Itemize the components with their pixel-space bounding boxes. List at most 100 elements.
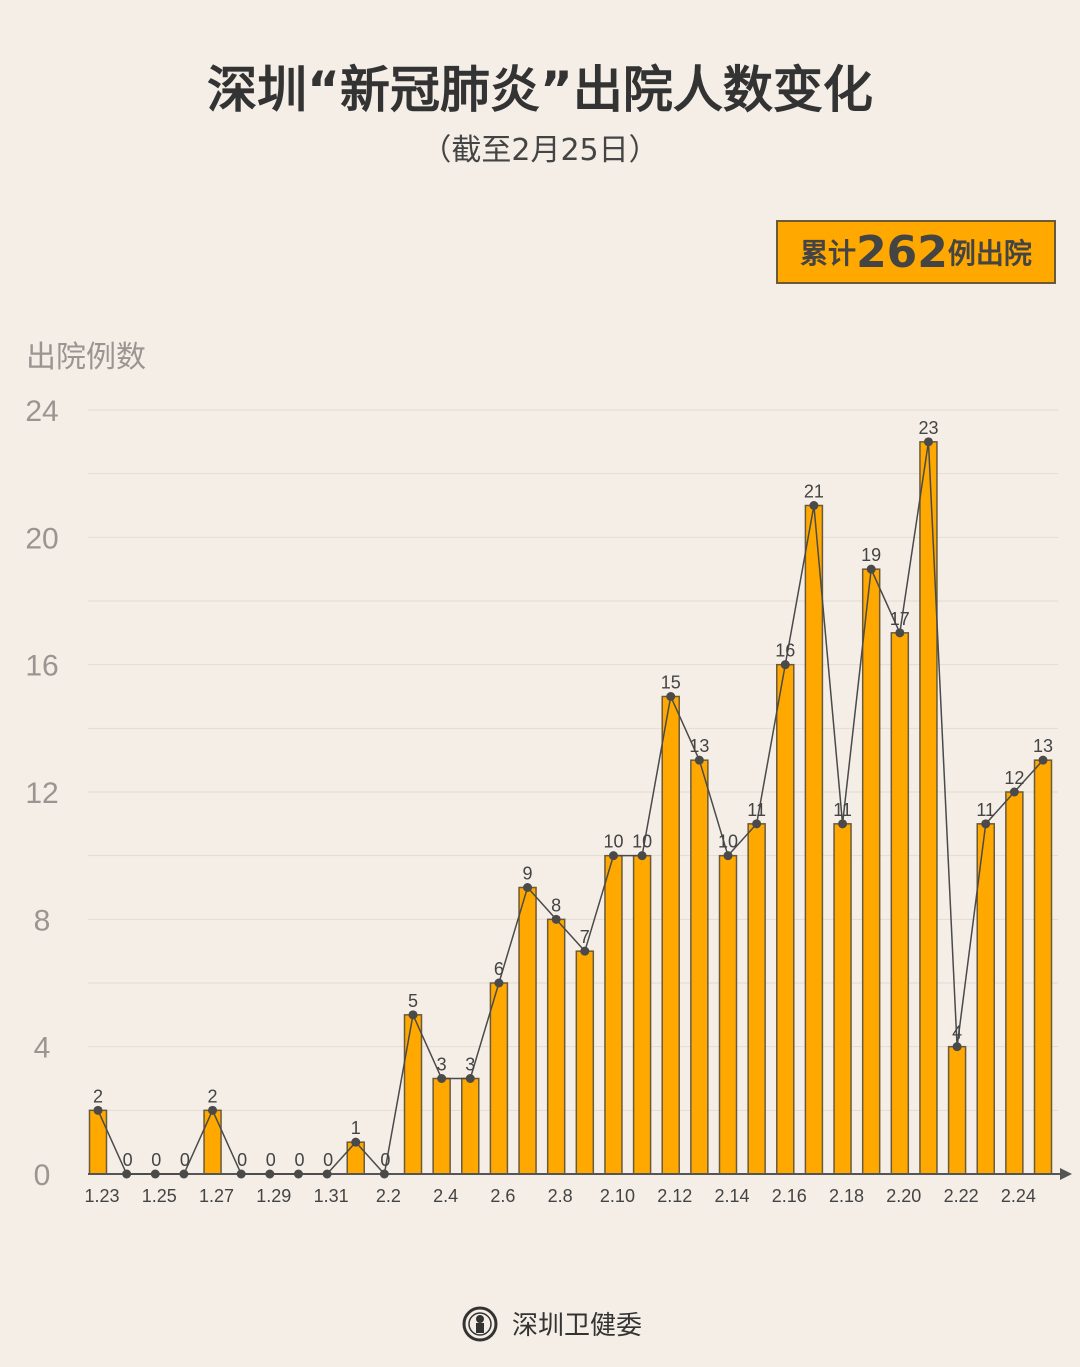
trend-line: [97, 441, 1044, 1176]
data-point: [1038, 755, 1048, 765]
data-point: [293, 1169, 303, 1179]
data-point: [523, 883, 533, 892]
data-point: [923, 437, 933, 447]
badge-suffix: 例出院: [947, 237, 1032, 270]
data-point: [208, 1105, 218, 1115]
bar: [833, 823, 852, 1175]
data-label: 9: [523, 864, 533, 884]
data-label: 4: [952, 1023, 962, 1043]
data-point: [494, 978, 504, 988]
x-axis-arrow-icon: [1060, 1168, 1072, 1180]
data-point: [752, 819, 762, 829]
data-point: [437, 1074, 447, 1083]
data-point: [465, 1074, 475, 1083]
data-label: 19: [861, 545, 881, 565]
data-point: [551, 914, 561, 924]
data-label: 6: [494, 959, 504, 979]
bar: [489, 982, 509, 1175]
x-tick-label: 1.25: [142, 1186, 177, 1206]
data-label: 0: [266, 1150, 276, 1170]
x-tick-label: 2.14: [714, 1186, 749, 1206]
bar: [718, 854, 738, 1175]
x-tick-label: 1.23: [84, 1186, 119, 1206]
x-tick-label: 2.18: [829, 1186, 864, 1206]
bar: [861, 568, 881, 1175]
data-point: [1009, 787, 1019, 797]
data-point: [236, 1169, 246, 1179]
bar: [88, 1109, 108, 1175]
bar: [346, 1141, 365, 1175]
y-tick-label: 0: [34, 1159, 51, 1192]
bar: [403, 1014, 423, 1175]
source-text: 深圳卫健委: [512, 1311, 643, 1341]
bar: [747, 823, 766, 1175]
data-label: 2: [208, 1086, 218, 1106]
bar: [776, 663, 795, 1175]
data-label: 3: [437, 1055, 447, 1075]
bar: [947, 1045, 967, 1175]
data-label: 10: [603, 832, 623, 852]
y-axis-label: 出院例数: [26, 340, 146, 375]
data-point: [265, 1169, 275, 1179]
data-label: 0: [180, 1150, 190, 1170]
health-commission-logo-icon: [462, 1306, 498, 1341]
data-point: [723, 851, 733, 861]
data-point: [637, 851, 647, 861]
x-tick-label: 2.2: [376, 1186, 401, 1206]
x-tick-label: 2.22: [944, 1186, 979, 1206]
bar: [1005, 791, 1024, 1175]
data-label: 0: [380, 1150, 390, 1170]
x-tick-label: 2.24: [1001, 1186, 1036, 1206]
bar: [575, 950, 595, 1175]
y-tick-label: 24: [25, 395, 58, 428]
data-point: [351, 1137, 361, 1147]
x-tick-label: 2.12: [657, 1186, 692, 1206]
data-point: [809, 501, 819, 510]
data-point: [322, 1169, 332, 1179]
data-point: [408, 1010, 418, 1020]
data-label: 11: [833, 800, 852, 820]
data-label: 0: [123, 1150, 133, 1170]
data-label: 0: [323, 1150, 333, 1170]
data-label: 7: [580, 927, 590, 947]
bar: [203, 1109, 222, 1175]
chart-subtitle: （截至2月25日）: [421, 133, 659, 168]
data-point: [981, 819, 991, 829]
bar: [661, 695, 680, 1175]
data-label: 12: [1004, 768, 1024, 788]
data-point: [150, 1169, 160, 1179]
bar: [690, 759, 709, 1175]
badge-number: 262: [856, 226, 948, 278]
bar: [461, 1077, 480, 1175]
data-label: 0: [237, 1150, 247, 1170]
data-point: [694, 755, 704, 765]
data-point: [93, 1105, 103, 1115]
data-label: 16: [775, 641, 795, 661]
data-label: 21: [804, 482, 824, 502]
data-point: [179, 1169, 189, 1179]
x-tick-label: 1.29: [256, 1186, 291, 1206]
data-label: 5: [408, 991, 418, 1011]
x-tick-label: 2.10: [600, 1186, 635, 1206]
x-tick-label: 2.4: [433, 1186, 458, 1206]
data-label: 0: [151, 1150, 161, 1170]
bar: [890, 632, 910, 1175]
data-label: 10: [718, 832, 738, 852]
chart-title: 深圳“新冠肺炎”出院人数变化: [207, 61, 873, 119]
bar: [804, 504, 824, 1175]
data-point: [866, 564, 876, 574]
data-label: 13: [689, 736, 709, 756]
data-label: 13: [1033, 736, 1053, 756]
data-label: 1: [351, 1118, 361, 1138]
y-tick-label: 4: [34, 1032, 51, 1065]
data-label: 0: [294, 1150, 304, 1170]
data-label: 8: [551, 895, 561, 915]
data-point: [838, 819, 848, 829]
data-label: 10: [632, 832, 652, 852]
x-tick-label: 2.6: [490, 1186, 515, 1206]
data-point: [895, 628, 905, 638]
bar: [546, 918, 566, 1175]
bar: [604, 854, 623, 1175]
data-label: 2: [93, 1086, 103, 1106]
